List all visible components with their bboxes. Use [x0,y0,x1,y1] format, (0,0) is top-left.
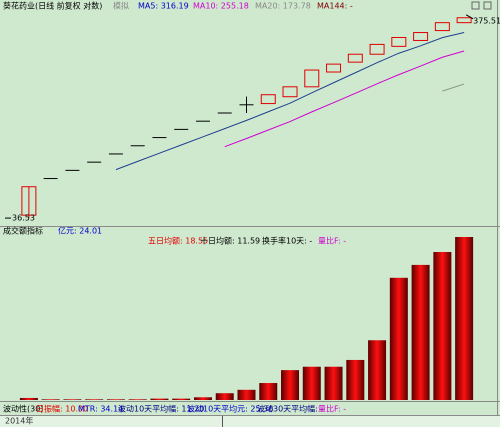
chart-title: 葵花药业(日线 前复权 对数) [3,1,102,11]
indicator-label: 波动30天平均幅: - [257,404,323,414]
panel-title: 波动性(30) [3,404,43,414]
candle-body [282,86,298,98]
legend-entry: MA5: 316.19 [138,2,189,11]
annotation-arrow [465,14,474,20]
bar [281,370,300,400]
indicator-label: 十日均额: 11.59 [200,236,260,246]
bar [215,393,234,400]
axis-band [0,415,500,427]
bar [106,399,125,400]
candle-body [326,63,342,73]
indicator-label: 日振幅: 10.00 [36,404,88,414]
candle-body [21,186,37,216]
candle-body [369,43,385,55]
bar [433,252,452,400]
candle-body [347,53,363,63]
bar [237,389,256,400]
indicator-label: 五日均额: 18.55 [148,236,208,246]
candle-body [456,17,472,24]
bar [259,383,278,400]
candle-body [304,69,320,88]
annotation-label: 36.53 [12,214,35,223]
candle-body [413,32,429,41]
bar [324,366,343,400]
bar [19,397,38,400]
bar [150,398,169,400]
bar [389,277,408,400]
window-button[interactable] [483,1,492,10]
bar [346,359,365,400]
legend-entry: MA20: 173.78 [255,2,311,11]
bar [63,399,82,400]
bar [41,399,60,400]
candle-body [391,36,407,47]
chart-subtitle: 模拟 [113,1,129,11]
candle-body [260,94,276,105]
indicator-label: 波动10天平均元: 25.36 [187,404,273,414]
panel-title: 成交额指标 [3,226,43,236]
x-axis-label: 2014年 [5,416,33,426]
candle-body [434,22,450,32]
ma-line [115,32,465,171]
window-button[interactable] [471,1,480,10]
bar [368,340,387,400]
bar [455,237,474,400]
indicator-label: 亿元: 24.01 [58,226,102,236]
indicator-label: 换手率10天: - [262,236,312,246]
indicator-label: 量比F: - [318,236,346,246]
bar [85,399,104,400]
bar [302,366,321,400]
ma-line [224,50,465,148]
legend-entry: MA144: - [317,2,353,11]
bar [128,399,147,400]
indicator-label: 量比F: - [318,404,346,414]
bar [193,397,212,400]
legend-entry: MA10: 255.18 [193,2,249,11]
indicator-label: 波动10天平均幅: 11.20 [118,404,204,414]
bar [411,264,430,400]
bar [172,398,191,400]
indicator-label: MTR: 34.14 [78,405,123,414]
annotation-label: 375.51 [473,16,500,25]
ma-line [442,83,465,92]
